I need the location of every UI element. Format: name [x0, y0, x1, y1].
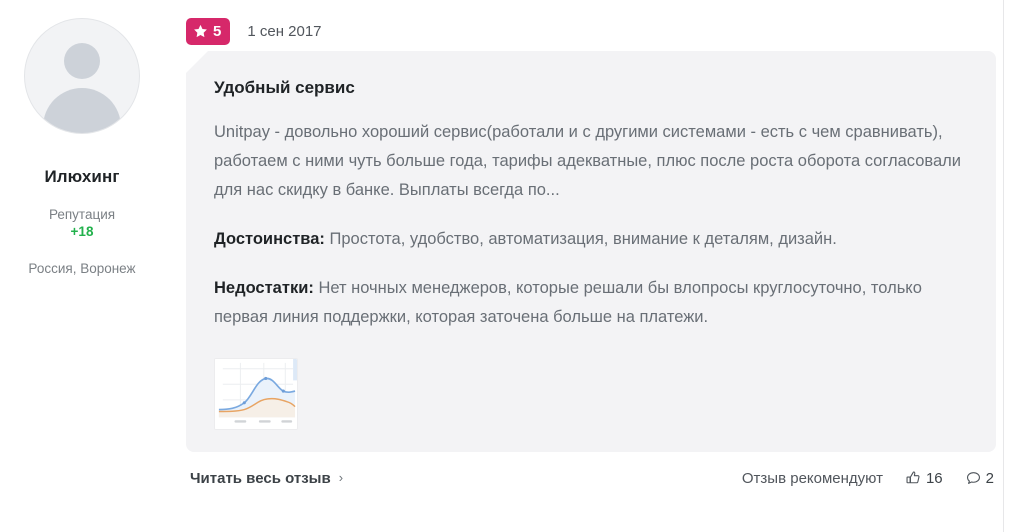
thumbs-up-icon: [905, 470, 922, 487]
read-full-review-label: Читать весь отзыв: [190, 469, 331, 487]
comments-stat[interactable]: 2: [965, 470, 994, 487]
review-footer-stats: Отзыв рекомендуют 16: [742, 470, 994, 487]
chart-thumbnail[interactable]: [214, 358, 298, 430]
rating-value: 5: [213, 23, 222, 40]
review-attachments: [214, 358, 968, 430]
reputation-value: +18: [70, 224, 94, 239]
review-body-text: Unitpay - довольно хороший сервис(работа…: [214, 123, 961, 199]
review-title: Удобный сервис: [214, 78, 355, 97]
rating-badge: 5: [186, 18, 231, 45]
author-name[interactable]: Илюхинг: [44, 167, 120, 186]
review-date: 1 сен 2017: [247, 23, 322, 40]
default-user-avatar-icon[interactable]: [24, 18, 140, 134]
star-icon: [193, 24, 208, 39]
comments-count: 2: [985, 469, 994, 487]
likes-stat[interactable]: 16: [905, 470, 943, 487]
likes-count: 16: [925, 469, 943, 487]
review-card: Удобный сервис Unitpay - довольно хороши…: [186, 51, 996, 452]
panel-divider: [1003, 0, 1004, 532]
review-cons-text: Нет ночных менеджеров, которые решали бы…: [214, 279, 922, 326]
read-full-review-link[interactable]: Читать весь отзыв ›: [190, 470, 343, 487]
review-author-column: Илюхинг Репутация +18 Россия, Воронеж: [0, 0, 164, 532]
author-location: Россия, Воронеж: [28, 261, 136, 276]
review-column: 5 1 сен 2017 Удобный сервис Unitpay - до…: [186, 0, 996, 532]
review-footer: Читать весь отзыв › Отзыв рекомендуют 16: [186, 452, 996, 504]
review-pros-text: Простота, удобство, автоматизация, внима…: [329, 230, 837, 248]
review-pros-label: Достоинства:: [214, 230, 325, 248]
review-header: 5 1 сен 2017: [186, 0, 996, 50]
avatar-body-shape: [43, 88, 121, 133]
review-pros: Достоинства: Простота, удобство, автомат…: [214, 225, 968, 254]
avatar-head-shape: [64, 43, 100, 79]
review-cons: Недостатки: Нет ночных менеджеров, котор…: [214, 274, 968, 332]
reputation-label: Репутация: [48, 207, 116, 222]
recommend-label: Отзыв рекомендуют: [741, 469, 883, 487]
comment-bubble-icon: [965, 470, 982, 487]
chevron-right-icon: ›: [338, 469, 344, 485]
review-cons-label: Недостатки:: [214, 279, 314, 297]
